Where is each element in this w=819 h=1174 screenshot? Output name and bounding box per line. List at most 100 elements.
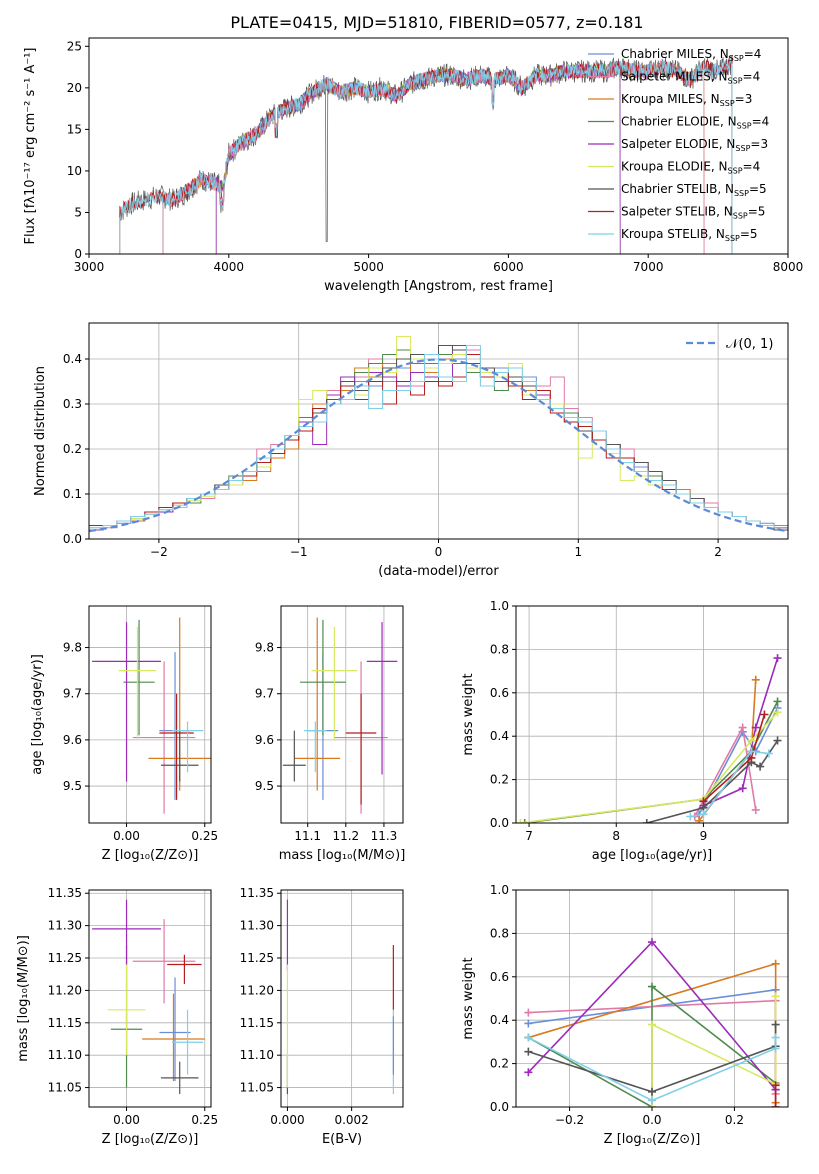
x-axis-label: Z [log₁₀(Z/Z⊙)]	[102, 1132, 199, 1147]
residuals-frame	[88, 322, 789, 540]
weight-marker-chabrier_stelib	[771, 1020, 780, 1029]
weight-marker-salpeter_miles	[738, 723, 747, 732]
errorbar-point-chabrier_stelib	[160, 1061, 199, 1095]
weight-marker-chabrier_stelib	[648, 1087, 656, 1096]
legend-label: Chabrier STELIB, NSSP=5	[621, 182, 767, 198]
legend-label: Salpeter MILES, NSSP=4	[621, 70, 760, 86]
weight-marker-salpeter_elodie	[648, 938, 656, 947]
y-tick-label: 25	[67, 39, 82, 53]
weight-marker-kroupa_stelib	[648, 1096, 656, 1105]
errorbar-point-kroupa_miles	[142, 993, 205, 1082]
x-tick-label: 1	[574, 545, 582, 559]
x-axis-label: wavelength [Angstrom, rest frame]	[324, 279, 553, 294]
y-tick-label: 9.8	[255, 641, 274, 655]
y-tick-label: 1.0	[490, 883, 509, 897]
y-tick-label: 11.15	[240, 1016, 274, 1030]
y-axis-label: age [log₁₀(age/yr)]	[30, 654, 45, 775]
weight-marker-kroupa_elodie	[771, 992, 780, 1001]
figure-title: PLATE=0415, MJD=51810, FIBERID=0577, z=0…	[230, 13, 643, 32]
x-tick-label: 3000	[74, 260, 105, 274]
y-tick-label: 11.20	[48, 983, 82, 997]
x-tick-label: 0.000	[270, 1113, 304, 1127]
weight-line-kroupa_elodie	[651, 996, 777, 1107]
y-tick-label: 11.30	[240, 919, 274, 933]
y-tick-label: 0.4	[490, 1013, 509, 1027]
weight-marker-kroupa_miles	[751, 675, 760, 684]
legend-label: Chabrier MILES, NSSP=4	[621, 47, 761, 63]
spectrum-line-kroupa_elodie	[215, 62, 621, 254]
spectrum-line-kroupa_miles	[162, 60, 705, 254]
y-tick-label: 9.7	[63, 687, 82, 701]
age_vs_Z-grid	[89, 606, 211, 823]
histogram-kroupa_stelib	[89, 345, 788, 539]
legend-label-suffix: =4	[744, 47, 762, 61]
x-axis-label: Z [log₁₀(Z/Z⊙)]	[604, 1132, 701, 1147]
weight-marker-kroupa_stelib	[524, 1033, 533, 1042]
errorbar-point-kroupa_elodie	[311, 626, 358, 740]
errorbar-point-kroupa_stelib	[171, 1009, 204, 1075]
spectrum-line-chabrier_elodie	[215, 62, 621, 254]
weight-marker-kroupa_stelib	[699, 810, 708, 819]
x-tick-label: −1	[290, 545, 308, 559]
errorbar-point-salpeter_stelib	[345, 693, 377, 805]
x-tick-label: 4000	[214, 260, 245, 274]
y-tick-label: 0.8	[490, 642, 509, 656]
x-axis-label: E(B-V)	[322, 1132, 362, 1147]
weight-marker-kroupa_elodie	[516, 819, 525, 823]
mass_vs_Z-grid	[89, 890, 211, 1107]
weight_vs_age-frame	[515, 605, 789, 824]
normal-curve	[89, 358, 788, 533]
legend-label-suffix: =5	[740, 227, 758, 241]
weight-marker-salpeter_stelib	[699, 797, 708, 806]
mass_vs_Z-axes: 0.00 0.25 11.05 11.10 11.15 11.20 11.25 11.30 11…	[16, 886, 218, 1147]
errorbar-point-chabrier_stelib	[282, 730, 306, 782]
legend-label-suffix: =5	[748, 205, 766, 219]
legend-label-sub: SSP	[728, 167, 743, 176]
legend-label: Salpeter STELIB, NSSP=5	[621, 205, 765, 221]
x-axis-label: Z [log₁₀(Z/Z⊙)]	[102, 848, 199, 863]
spectrum-line-salpeter_elodie	[215, 60, 621, 254]
x-tick-label: 0.25	[191, 1113, 218, 1127]
legend-label: Kroupa STELIB, NSSP=5	[621, 227, 758, 243]
x-tick-label: 8000	[773, 260, 804, 274]
weight-marker-chabrier_elodie	[520, 819, 529, 823]
x-tick-label: 6000	[493, 260, 524, 274]
y-tick-label: 11.10	[240, 1048, 274, 1062]
weight-marker-kroupa_stelib	[771, 1033, 780, 1042]
y-axis-label: Flux [fλ10⁻¹⁷ erg cm⁻² s⁻¹ A⁻¹]	[23, 48, 38, 245]
weight-marker-kroupa_stelib	[747, 747, 756, 756]
errorbar-point-chabrier_elodie	[300, 619, 346, 736]
y-tick-label: 11.25	[240, 951, 274, 965]
errorbar-point-chabrier_elodie	[123, 619, 155, 736]
weight-marker-salpeter_stelib	[760, 710, 769, 719]
weight-marker-salpeter_elodie	[738, 784, 747, 793]
weight_vs_Z-frame	[515, 889, 789, 1108]
y-tick-label: 11.35	[48, 886, 82, 900]
x-axis-label: age [log₁₀(age/yr)]	[592, 848, 713, 863]
spectrum-line-chabrier_miles	[162, 57, 733, 254]
weight-marker-salpeter_elodie	[773, 654, 782, 663]
y-tick-label: 0.2	[490, 1057, 509, 1071]
weight-marker-chabrier_stelib	[524, 1047, 533, 1056]
legend-label-main: Kroupa MILES, N	[621, 92, 720, 106]
y-tick-label: 9.5	[63, 779, 82, 793]
x-tick-label: 0.25	[191, 829, 218, 843]
legend-label: Chabrier ELODIE, NSSP=4	[621, 115, 769, 131]
x-tick-label: 0.002	[334, 1113, 368, 1127]
y-tick-label: 0.6	[490, 970, 509, 984]
spectrum-legend: Chabrier MILES, NSSP=4 Salpeter MILES, NS…	[588, 47, 769, 243]
weight-marker-kroupa_stelib	[764, 749, 773, 758]
y-tick-label: 0.2	[490, 773, 509, 787]
weight-marker-kroupa_elodie	[773, 708, 782, 717]
weight-marker-salpeter_elodie	[524, 1068, 533, 1077]
mass_vs_ebv-grid	[281, 890, 403, 1107]
y-tick-label: 11.05	[48, 1081, 82, 1095]
x-tick-label: 9	[700, 829, 708, 843]
weight-marker-kroupa_stelib	[771, 1044, 780, 1053]
age_vs_Z-axes: 0.00 0.25 9.5 9.6 9.7 9.8 Z [log₁₀(Z/Z⊙)] age […	[30, 606, 218, 863]
spectrum-line-salpeter_miles	[162, 59, 705, 254]
x-tick-label: 0.2	[725, 1113, 744, 1127]
legend-label-suffix: =4	[752, 115, 770, 129]
legend-label-sub: SSP	[725, 234, 740, 243]
y-tick-label: 9.7	[255, 687, 274, 701]
